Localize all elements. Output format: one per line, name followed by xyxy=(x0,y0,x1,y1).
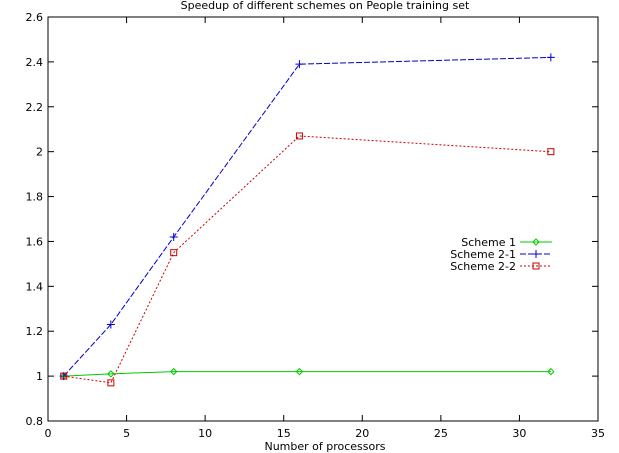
series-line xyxy=(63,371,551,377)
y-tick-label: 1.8 xyxy=(26,191,44,204)
data-point xyxy=(295,367,304,376)
y-tick-label: 2 xyxy=(36,146,43,159)
legend-label: Scheme 2-1 xyxy=(450,248,516,261)
series-layer xyxy=(59,53,555,387)
x-axis-label: Number of processors xyxy=(264,440,385,453)
legend-item: Scheme 2-1 xyxy=(450,248,552,261)
x-tick-label: 15 xyxy=(277,427,291,440)
data-point xyxy=(106,320,115,329)
y-axis-ticks: 0.8 1 1.2 1.4 1.6 1.8 2 2.2 2.4 2.6 xyxy=(26,11,598,428)
chart-title: Speedup of different schemes on People t… xyxy=(181,0,470,12)
y-tick-label: 0.8 xyxy=(26,415,44,428)
y-tick-label: 1 xyxy=(36,370,43,383)
data-point xyxy=(107,370,115,378)
legend-marker xyxy=(532,250,540,258)
plot-frame xyxy=(47,16,599,422)
plot-area xyxy=(47,16,599,422)
series-line xyxy=(63,135,551,384)
legend-item: Scheme 1 xyxy=(461,236,552,249)
data-point xyxy=(546,53,555,62)
x-tick-label: 0 xyxy=(45,427,52,440)
y-tick-label: 1.4 xyxy=(26,280,44,293)
series-3 xyxy=(60,132,555,387)
x-tick-label: 25 xyxy=(434,427,448,440)
y-tick-label: 2.6 xyxy=(26,11,44,24)
x-tick-label: 30 xyxy=(512,427,526,440)
series-2 xyxy=(59,53,555,381)
x-tick-label: 5 xyxy=(123,427,130,440)
legend-label: Scheme 2-2 xyxy=(450,260,516,273)
data-point xyxy=(170,367,178,376)
x-axis-ticks: 0 5 10 15 20 25 30 35 xyxy=(45,17,605,440)
data-point xyxy=(547,367,555,376)
data-point xyxy=(295,132,303,140)
legend-marker xyxy=(532,238,540,246)
legend-label: Scheme 1 xyxy=(461,236,516,249)
x-tick-label: 35 xyxy=(591,427,605,440)
y-tick-label: 2.2 xyxy=(26,101,44,114)
series-1 xyxy=(60,367,555,380)
data-point xyxy=(170,249,178,257)
data-point xyxy=(295,60,304,69)
data-point xyxy=(169,232,178,241)
data-point xyxy=(547,148,555,156)
data-point xyxy=(107,379,115,387)
x-tick-label: 20 xyxy=(355,427,369,440)
data-point xyxy=(60,372,68,380)
y-tick-label: 1.2 xyxy=(26,325,44,338)
legend-item: Scheme 2-2 xyxy=(450,260,552,273)
x-tick-label: 10 xyxy=(198,427,212,440)
y-tick-label: 2.4 xyxy=(26,56,44,69)
legend-marker xyxy=(532,262,540,270)
y-tick-label: 1.6 xyxy=(26,235,44,248)
